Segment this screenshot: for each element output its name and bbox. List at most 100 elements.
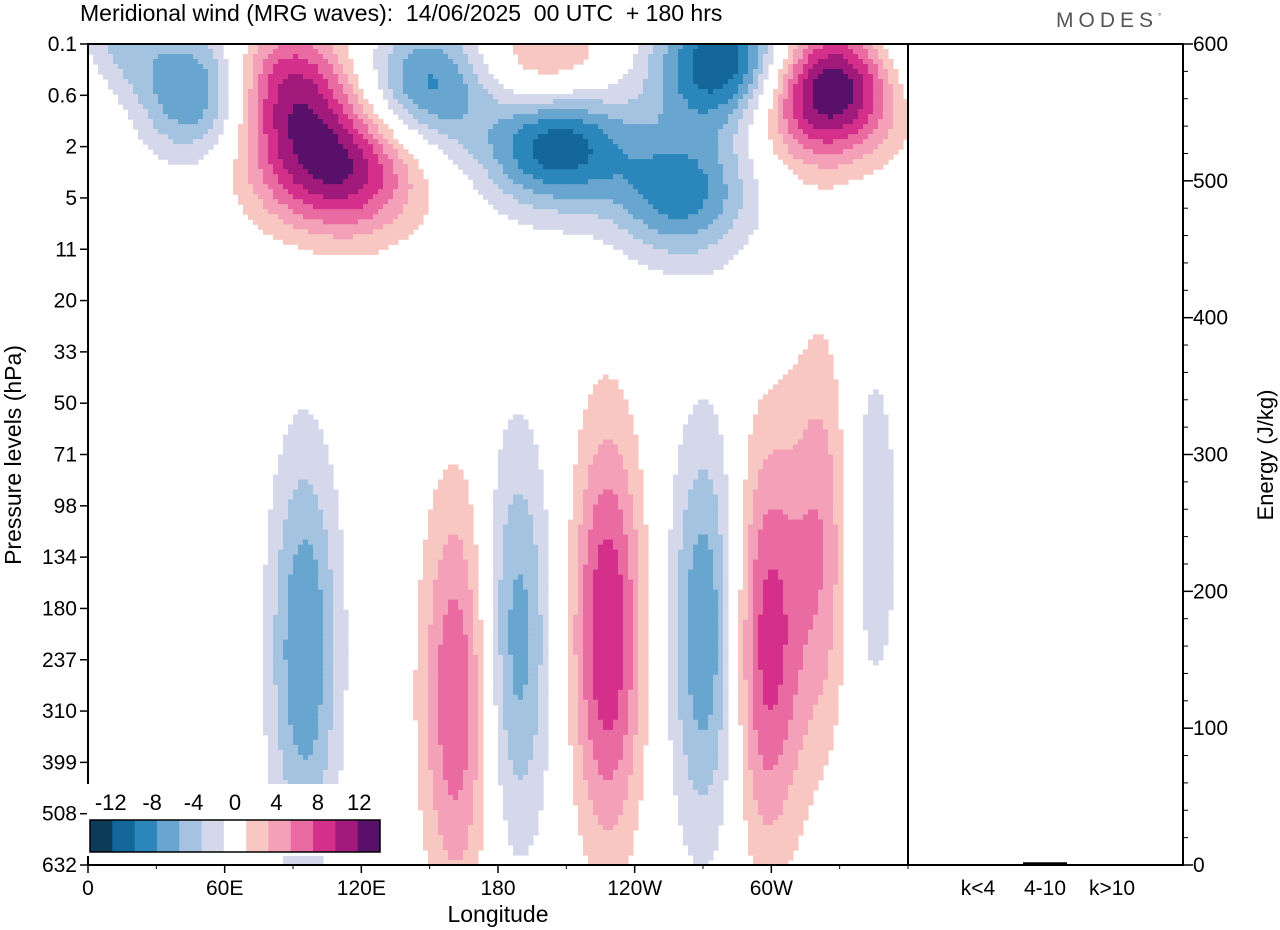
heatmap-cell xyxy=(878,104,884,110)
heatmap-cell xyxy=(673,164,679,170)
heatmap-cell xyxy=(358,99,364,105)
heatmap-cell xyxy=(518,184,524,190)
heatmap-cell xyxy=(563,174,569,180)
heatmap-cell xyxy=(318,244,324,250)
heatmap-cell xyxy=(568,49,574,55)
heatmap-cell xyxy=(723,184,729,190)
heatmap-cell xyxy=(408,194,414,200)
heatmap-cell xyxy=(518,109,524,115)
heatmap-cell xyxy=(648,194,654,200)
heatmap-cell xyxy=(658,234,664,240)
heatmap-cell xyxy=(868,64,874,70)
heatmap-cell xyxy=(633,204,639,210)
heatmap-cell xyxy=(303,94,309,100)
heatmap-cell xyxy=(608,194,614,200)
heatmap-cell xyxy=(663,94,669,100)
heatmap-cell xyxy=(173,64,179,70)
heatmap-cell xyxy=(643,54,649,60)
heatmap-cell xyxy=(503,159,509,165)
heatmap-cell xyxy=(313,244,319,250)
heatmap-cell xyxy=(263,84,269,90)
heatmap-cell xyxy=(318,74,324,80)
heatmap-cell xyxy=(858,129,864,135)
heatmap-cell xyxy=(283,209,289,215)
heatmap-cell xyxy=(648,54,654,60)
heatmap-cell xyxy=(153,74,159,80)
heatmap-cell xyxy=(693,164,699,170)
heatmap-cell xyxy=(633,159,639,165)
heatmap-cell xyxy=(773,394,779,401)
heatmap-cell xyxy=(303,119,309,125)
heatmap-cell xyxy=(153,109,159,115)
heatmap-cell xyxy=(363,154,369,160)
heatmap-cell xyxy=(828,179,834,185)
heatmap-cell xyxy=(813,149,819,155)
heatmap-cell xyxy=(333,59,339,65)
heatmap-cell xyxy=(868,69,874,75)
heatmap-cell xyxy=(633,149,639,155)
heatmap-cell xyxy=(278,59,284,65)
heatmap-cell xyxy=(333,134,339,140)
heatmap-cell xyxy=(163,44,169,50)
heatmap-cell xyxy=(588,149,594,155)
heatmap-cell xyxy=(268,134,274,140)
heatmap-cell xyxy=(273,59,279,65)
heatmap-cell xyxy=(448,64,454,70)
heatmap-cell xyxy=(398,199,404,205)
heatmap-cell xyxy=(123,84,129,90)
heatmap-cell xyxy=(323,69,329,75)
heatmap-cell xyxy=(608,84,614,90)
heatmap-cell xyxy=(663,194,669,200)
heatmap-cell xyxy=(608,234,614,240)
heatmap-cell xyxy=(658,249,664,255)
heatmap-cell xyxy=(343,239,349,245)
heatmap-cell xyxy=(823,164,829,170)
heatmap-cell xyxy=(218,64,224,70)
heatmap-cell xyxy=(348,109,354,115)
heatmap-cell xyxy=(688,259,694,265)
heatmap-cell xyxy=(733,79,739,85)
heatmap-cell xyxy=(113,44,119,50)
heatmap-cell xyxy=(863,79,869,85)
heatmap-cell xyxy=(128,104,134,110)
heatmap-cell xyxy=(798,174,804,180)
heatmap-cell xyxy=(428,89,434,95)
heatmap-cell xyxy=(783,94,789,100)
heatmap-cell xyxy=(703,254,709,260)
heatmap-cell xyxy=(388,59,394,65)
heatmap-cell xyxy=(453,99,459,105)
heatmap-cell xyxy=(533,114,539,120)
heatmap-cell xyxy=(108,64,114,70)
heatmap-cell xyxy=(128,59,134,65)
heatmap-cell xyxy=(628,139,634,145)
heatmap-cell xyxy=(123,74,129,80)
heatmap-cell xyxy=(328,74,334,80)
heatmap-cell xyxy=(843,109,849,115)
heatmap-cell xyxy=(728,164,734,170)
heatmap-cell xyxy=(713,194,719,200)
heatmap-cell xyxy=(348,114,354,120)
heatmap-cell xyxy=(258,64,264,70)
heatmap-cell xyxy=(673,184,679,190)
heatmap-cell xyxy=(278,134,284,140)
heatmap-cell xyxy=(473,94,479,100)
heatmap-cell xyxy=(668,84,674,90)
heatmap-cell xyxy=(268,159,274,165)
heatmap-cell xyxy=(608,124,614,130)
heatmap-cell xyxy=(293,64,299,70)
heatmap-cell xyxy=(438,109,444,115)
heatmap-cell xyxy=(658,124,664,130)
heatmap-cell xyxy=(488,189,494,195)
heatmap-cell xyxy=(253,164,259,170)
heatmap-cell xyxy=(498,209,504,215)
heatmap-cell xyxy=(783,64,789,70)
heatmap-cell xyxy=(353,224,359,230)
heatmap-cell xyxy=(148,49,154,55)
heatmap-cell xyxy=(428,124,434,130)
heatmap-cell xyxy=(663,84,669,90)
heatmap-cell xyxy=(888,59,894,65)
heatmap-cell xyxy=(163,119,169,125)
heatmap-cell xyxy=(678,114,684,120)
heatmap-cell xyxy=(398,104,404,110)
heatmap-cell xyxy=(543,209,549,215)
